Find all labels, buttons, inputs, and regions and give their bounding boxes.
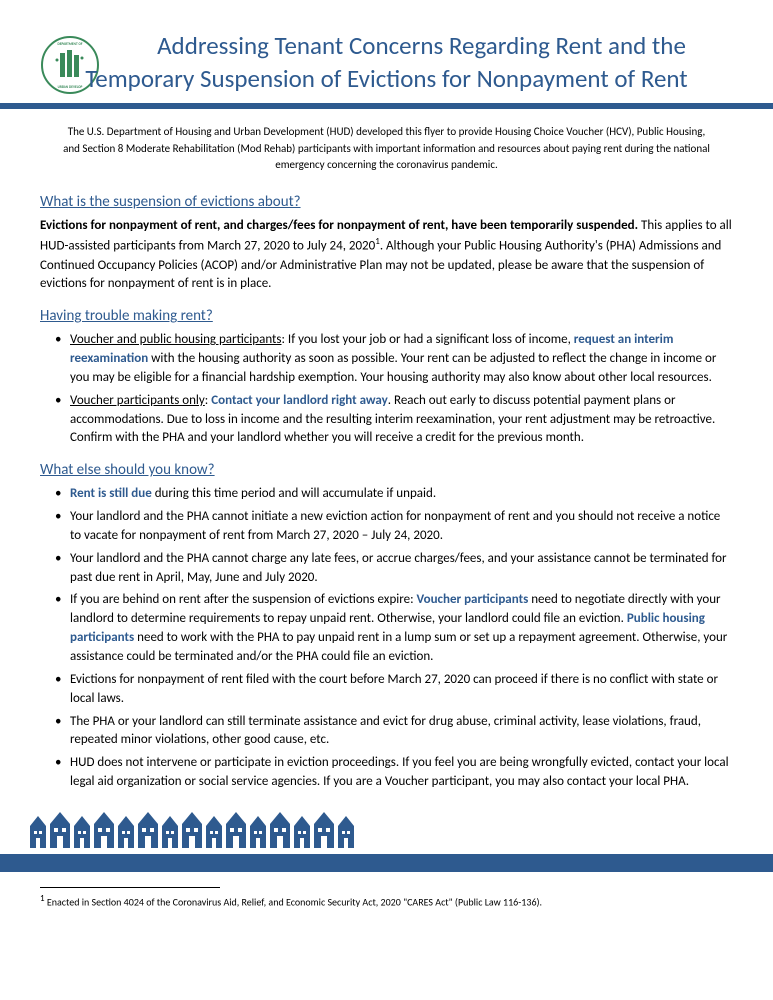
bullet-text: If you are behind on rent after the susp… xyxy=(70,592,417,607)
bullet-text: Your landlord and the PHA cannot initiat… xyxy=(70,509,720,543)
bullet-lead: Voucher participants only xyxy=(70,393,205,408)
list-item: HUD does not intervene or participate in… xyxy=(70,754,733,792)
list-item: The PHA or your landlord can still termi… xyxy=(70,713,733,751)
bullet-text: with the housing authority as soon as po… xyxy=(70,351,716,385)
section-3-header: What else should you know? xyxy=(40,460,733,481)
section-2-header: Having trouble making rent? xyxy=(40,306,733,327)
list-item: Voucher participants only: Contact your … xyxy=(70,392,733,449)
bullet-lead: Voucher and public housing participants xyxy=(70,332,282,347)
list-item: Voucher and public housing participants:… xyxy=(70,331,733,388)
houses-icon xyxy=(30,806,370,854)
bullet-text: The PHA or your landlord can still termi… xyxy=(70,714,701,748)
section-2-list: Voucher and public housing participants:… xyxy=(40,331,733,448)
footnote-text: Enacted in Section 4024 of the Coronavir… xyxy=(45,895,543,908)
bullet-text: HUD does not intervene or participate in… xyxy=(70,755,729,789)
bullet-highlight: Contact your landlord right away xyxy=(211,393,388,408)
list-item: Rent is still due during this time perio… xyxy=(70,485,733,504)
bullet-highlight: Rent is still due xyxy=(70,486,152,501)
section-1-bold-lead: Evictions for nonpayment of rent, and ch… xyxy=(40,218,638,233)
header-divider xyxy=(0,103,773,109)
bullet-highlight: Voucher participants xyxy=(417,592,529,607)
footnote-1: 1 Enacted in Section 4024 of the Coronav… xyxy=(40,893,733,908)
bullet-text: : If you lost your job or had a signific… xyxy=(282,332,574,347)
bullet-text: during this time period and will accumul… xyxy=(152,486,436,501)
list-item: Evictions for nonpayment of rent filed w… xyxy=(70,671,733,709)
list-item: Your landlord and the PHA cannot charge … xyxy=(70,550,733,588)
document-header: DEPARTMENT OF URBAN DEVELOP Addressing T… xyxy=(40,30,733,95)
section-1-header: What is the suspension of evictions abou… xyxy=(40,192,733,213)
footer-graphic xyxy=(0,812,773,872)
document-title: Addressing Tenant Concerns Regarding Ren… xyxy=(110,30,733,95)
bullet-text: need to work with the PHA to pay unpaid … xyxy=(70,630,727,664)
title-line-2: Temporary Suspension of Evictions for No… xyxy=(40,63,733,96)
footer-bar xyxy=(0,854,773,872)
bullet-text: Evictions for nonpayment of rent filed w… xyxy=(70,672,718,706)
section-1-body: Evictions for nonpayment of rent, and ch… xyxy=(40,217,733,295)
intro-paragraph: The U.S. Department of Housing and Urban… xyxy=(40,124,733,174)
footnote-divider xyxy=(40,887,220,888)
svg-text:DEPARTMENT OF: DEPARTMENT OF xyxy=(58,42,83,46)
section-3-list: Rent is still due during this time perio… xyxy=(40,485,733,792)
title-line-1: Addressing Tenant Concerns Regarding Ren… xyxy=(110,30,733,63)
bullet-text: Your landlord and the PHA cannot charge … xyxy=(70,551,727,585)
list-item: If you are behind on rent after the susp… xyxy=(70,591,733,666)
list-item: Your landlord and the PHA cannot initiat… xyxy=(70,508,733,546)
